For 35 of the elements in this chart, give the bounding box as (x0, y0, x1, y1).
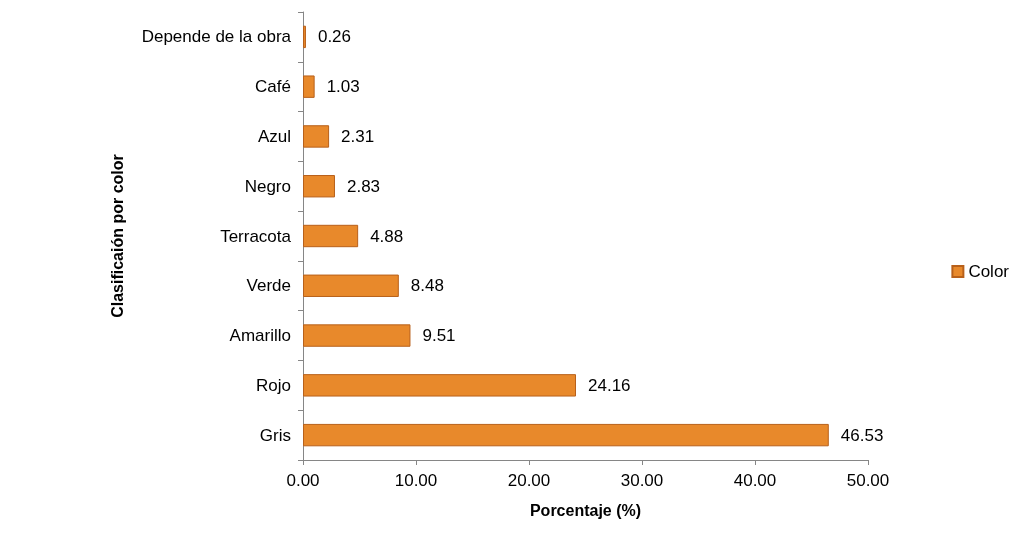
bar (303, 175, 335, 198)
x-tick-label: 50.00 (846, 471, 890, 490)
bar (303, 423, 829, 447)
data-label: 1.03 (326, 77, 360, 97)
y-tick-label: Verde (246, 276, 291, 296)
x-tick-label: 0.00 (286, 471, 320, 490)
y-axis-title: Clasificaión por color (108, 154, 126, 318)
bar (303, 324, 411, 347)
bar (303, 274, 399, 297)
bar (303, 75, 315, 98)
y-tick-label: Amarillo (229, 326, 291, 346)
y-tick-label: Depende de la obra (141, 27, 292, 47)
bar (303, 125, 330, 148)
x-tick-label: 10.00 (394, 471, 438, 490)
y-tick-label: Café (255, 77, 291, 97)
y-tick-label: Rojo (256, 375, 291, 395)
legend-label: Color (968, 262, 1010, 281)
y-tick-label: Negro (244, 176, 291, 196)
x-axis-title: Porcentaje (%) (529, 501, 642, 519)
x-tick-label: 20.00 (507, 471, 551, 490)
y-tick-label: Gris (259, 425, 291, 445)
y-tick-label: Terracota (220, 226, 292, 246)
data-label: 4.88 (370, 226, 404, 246)
x-tick-label: 40.00 (733, 471, 777, 490)
data-label: 46.53 (840, 425, 884, 445)
data-label: 0.26 (317, 27, 352, 47)
data-label: 2.83 (346, 176, 381, 196)
data-label: 2.31 (341, 126, 375, 146)
bar (303, 374, 577, 397)
data-label: 8.48 (410, 276, 444, 296)
bar (303, 224, 359, 248)
data-label: 24.16 (588, 375, 631, 395)
y-tick-label: Azul (257, 126, 291, 146)
data-label: 9.51 (422, 326, 456, 346)
x-tick-label: 30.00 (620, 471, 664, 490)
